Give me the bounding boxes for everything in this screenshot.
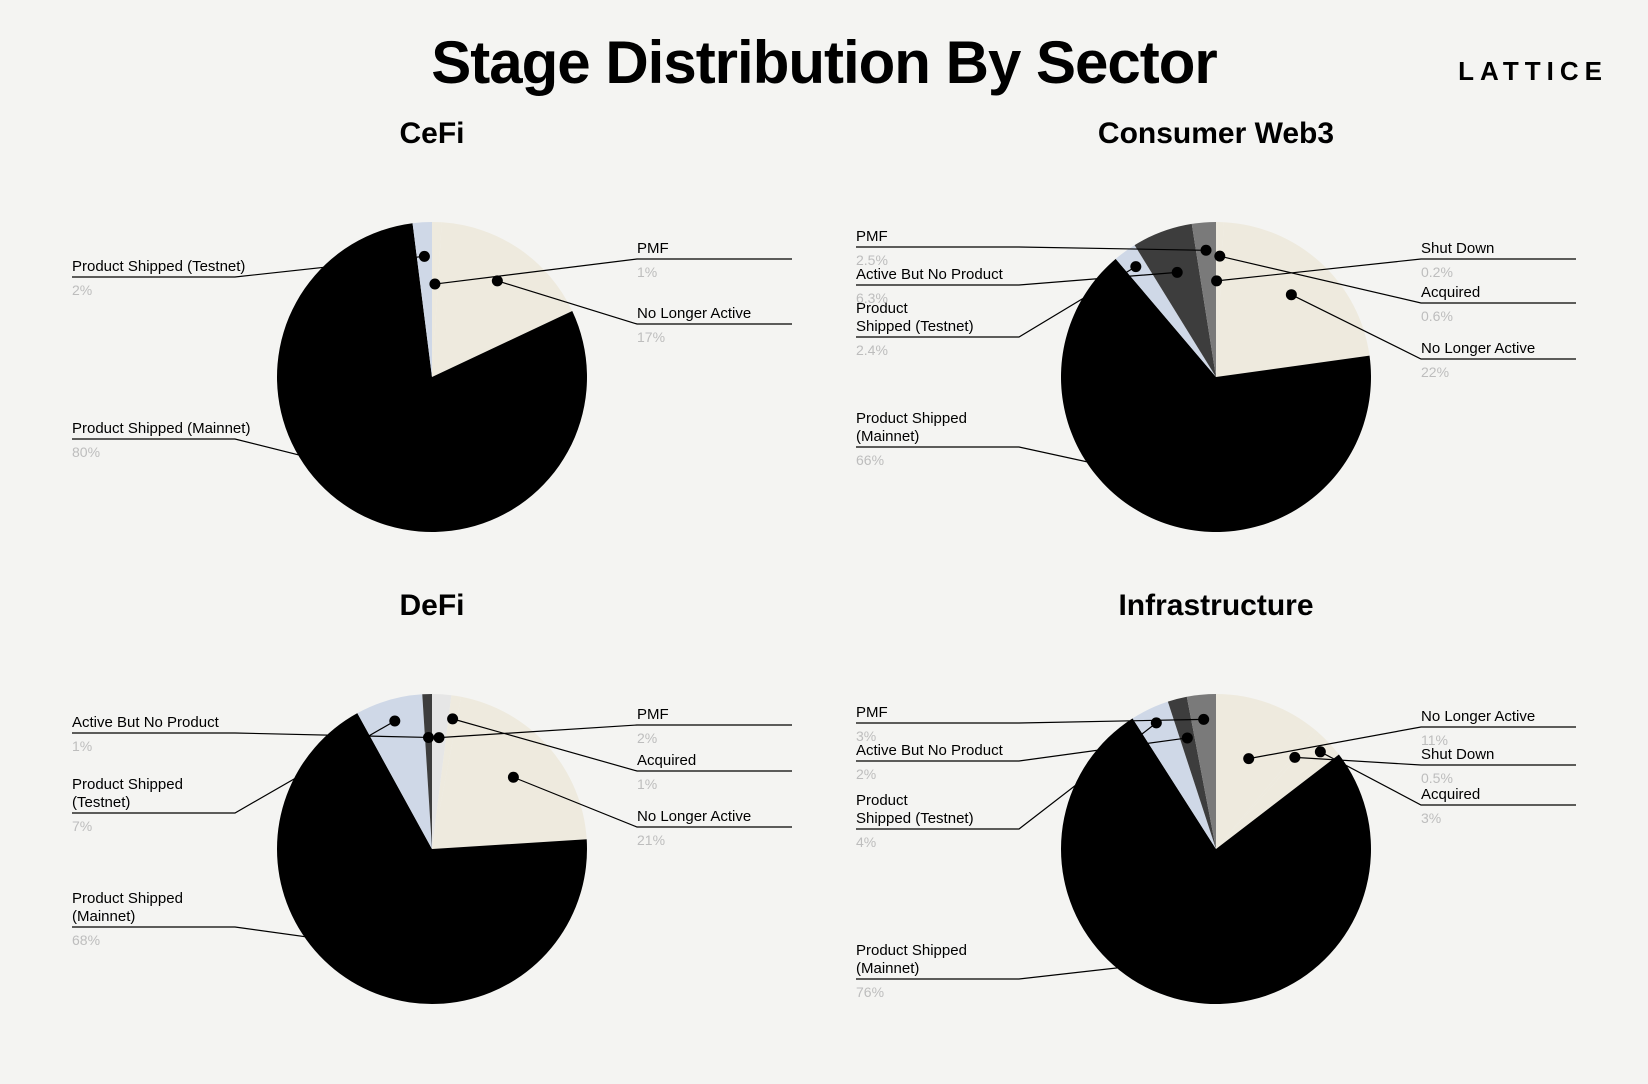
slice-pct: 68% bbox=[72, 932, 100, 948]
slice-label: Acquired bbox=[1421, 786, 1480, 803]
leader-dot bbox=[1198, 714, 1209, 725]
leader-dot bbox=[1315, 746, 1326, 757]
page-title: Stage Distribution By Sector bbox=[0, 0, 1648, 97]
chart-cell: Consumer Web3 Shut Down 0.2% Acquired 0.6% No… bbox=[824, 107, 1608, 579]
chart-title: Consumer Web3 bbox=[1098, 117, 1334, 151]
slice-pct: 2.4% bbox=[856, 342, 888, 358]
slice-label: Product Shipped bbox=[856, 942, 967, 959]
slice-label: Active But No Product bbox=[72, 714, 220, 731]
slice-label: (Mainnet) bbox=[856, 428, 919, 445]
charts-grid: CeFi PMF 1% No Longer Active 17% Product Ship… bbox=[0, 97, 1648, 1071]
leader-dot bbox=[1182, 732, 1193, 743]
leader-dot bbox=[1171, 476, 1182, 487]
slice-pct: 76% bbox=[856, 984, 884, 1000]
slice-pct: 2% bbox=[637, 730, 657, 746]
slice-label: Shipped (Testnet) bbox=[856, 318, 974, 335]
leader-dot bbox=[1191, 953, 1202, 964]
slice-pct: 3% bbox=[856, 728, 876, 744]
slice-pct: 21% bbox=[637, 832, 665, 848]
leader-dot bbox=[373, 941, 384, 952]
slice-label: Active But No Product bbox=[856, 266, 1004, 283]
slice-label: No Longer Active bbox=[1421, 708, 1535, 725]
leader-dot bbox=[1286, 289, 1297, 300]
brand-logo: LATTICE bbox=[1458, 56, 1608, 87]
slice-pct: 4% bbox=[856, 834, 876, 850]
slice-label: PMF bbox=[856, 704, 888, 721]
leader-dot bbox=[1201, 245, 1212, 256]
leader-dot bbox=[1289, 752, 1300, 763]
leader-dot bbox=[1151, 717, 1162, 728]
leader-dot bbox=[492, 275, 503, 286]
chart-cell: CeFi PMF 1% No Longer Active 17% Product Ship… bbox=[40, 107, 824, 579]
slice-pct: 66% bbox=[856, 452, 884, 468]
leader-dot bbox=[1214, 251, 1225, 262]
slice-label: Product Shipped bbox=[72, 890, 183, 907]
slice-pct: 2% bbox=[856, 766, 876, 782]
chart-cell: DeFi PMF 2% Acquired 1% No Longer Active 21% Pr… bbox=[40, 579, 824, 1051]
slice-pct: 1% bbox=[72, 738, 92, 754]
slice-label: Product Shipped bbox=[856, 410, 967, 427]
slice-label: Shipped (Testnet) bbox=[856, 810, 974, 827]
slice-pct: 1% bbox=[637, 264, 657, 280]
chart-title: CeFi bbox=[399, 117, 464, 151]
slice-label: Shut Down bbox=[1421, 746, 1494, 763]
slice-pct: 1% bbox=[637, 776, 657, 792]
slice-label: Product Shipped bbox=[72, 776, 183, 793]
slice-pct: 0.2% bbox=[1421, 264, 1453, 280]
slice-label: Product bbox=[856, 792, 909, 809]
leader-dot bbox=[508, 772, 519, 783]
slice-label: Active But No Product bbox=[856, 742, 1004, 759]
slice-label: PMF bbox=[856, 228, 888, 245]
slice-pct: 0.5% bbox=[1421, 770, 1453, 786]
leader-dot bbox=[1211, 275, 1222, 286]
slice-label: Acquired bbox=[1421, 284, 1480, 301]
chart-title: DeFi bbox=[399, 589, 464, 623]
slice-pct: 2.5% bbox=[856, 252, 888, 268]
slice-pct: 22% bbox=[1421, 364, 1449, 380]
slice-label: (Testnet) bbox=[72, 794, 130, 811]
leader-dot bbox=[389, 715, 400, 726]
slice-pct: 17% bbox=[637, 329, 665, 345]
leader-dot bbox=[434, 732, 445, 743]
leader-dot bbox=[423, 732, 434, 743]
pie-chart: Shut Down 0.2% Acquired 0.6% No Longer Activ… bbox=[826, 157, 1606, 577]
slice-pct: 3% bbox=[1421, 810, 1441, 826]
pie-chart: PMF 1% No Longer Active 17% Product Shipped … bbox=[42, 157, 822, 577]
chart-title: Infrastructure bbox=[1118, 589, 1313, 623]
slice-label: No Longer Active bbox=[637, 305, 751, 322]
slice-label: PMF bbox=[637, 240, 669, 257]
leader-dot bbox=[1243, 753, 1254, 764]
slice-label: No Longer Active bbox=[1421, 340, 1535, 357]
leader-dot bbox=[429, 279, 440, 290]
leader-dot bbox=[1130, 261, 1141, 272]
slice-label: PMF bbox=[637, 706, 669, 723]
pie-chart: No Longer Active11%Shut Down0.5%Acquired… bbox=[826, 629, 1606, 1049]
slice-pct: 0.6% bbox=[1421, 308, 1453, 324]
slice-label: (Mainnet) bbox=[856, 960, 919, 977]
leader-dot bbox=[1172, 267, 1183, 278]
slice-label: (Mainnet) bbox=[72, 908, 135, 925]
pie-chart: PMF 2% Acquired 1% No Longer Active 21% Produc… bbox=[42, 629, 822, 1049]
slice-label: Product Shipped (Mainnet) bbox=[72, 420, 250, 437]
leader-dot bbox=[447, 713, 458, 724]
chart-cell: InfrastructureNo Longer Active11%Shut Do… bbox=[824, 579, 1608, 1051]
slice-label: No Longer Active bbox=[637, 808, 751, 825]
slice-pct: 7% bbox=[72, 818, 92, 834]
slice-pct: 2% bbox=[72, 282, 92, 298]
leader-dot bbox=[419, 251, 430, 262]
slice-pct: 6.3% bbox=[856, 290, 888, 306]
slice-label: Shut Down bbox=[1421, 240, 1494, 257]
slice-label: Product Shipped (Testnet) bbox=[72, 258, 245, 275]
slice-label: Acquired bbox=[637, 752, 696, 769]
leader-dot bbox=[373, 469, 384, 480]
slice-pct: 80% bbox=[72, 444, 100, 460]
